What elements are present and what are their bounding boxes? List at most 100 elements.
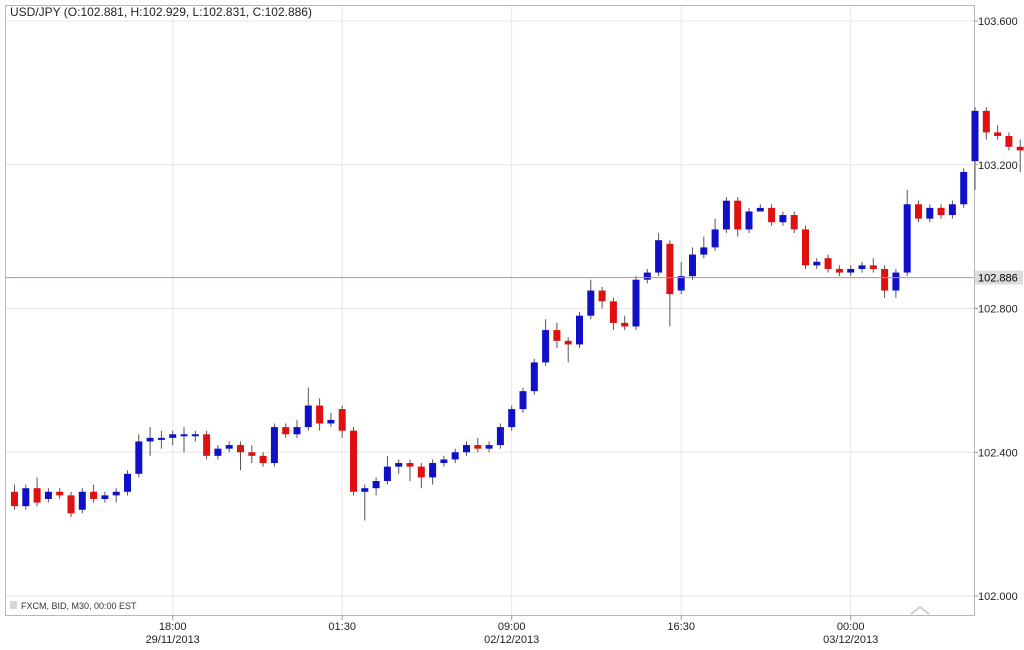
- candle: [406, 459, 414, 481]
- candle: [711, 218, 719, 251]
- candle-body: [869, 265, 877, 269]
- candle: [824, 254, 832, 273]
- candle: [112, 488, 120, 503]
- candle-body: [44, 491, 52, 499]
- candle: [350, 427, 357, 496]
- candle: [395, 459, 403, 474]
- candle-body: [655, 240, 663, 273]
- candle: [892, 268, 900, 298]
- candle: [11, 484, 18, 510]
- candle-body: [621, 322, 629, 327]
- candle: [146, 427, 154, 456]
- candle: [259, 452, 267, 467]
- candle: [135, 434, 143, 478]
- candle-body: [225, 445, 233, 449]
- candle: [779, 211, 787, 226]
- candle-body: [802, 229, 809, 266]
- candle-body: [1005, 136, 1013, 147]
- candle-body: [191, 434, 199, 437]
- candle: [214, 445, 222, 460]
- candle-body: [689, 254, 696, 277]
- candle: [655, 233, 663, 277]
- candle: [203, 430, 211, 460]
- x-date-label: 03/12/2013: [823, 634, 878, 645]
- candle: [67, 491, 75, 517]
- plot-frame: [5, 5, 975, 616]
- candle-body: [530, 362, 538, 392]
- candle: [304, 387, 312, 431]
- candle-body: [790, 215, 798, 230]
- candle: [338, 405, 346, 438]
- candle-body: [745, 211, 753, 230]
- candle: [56, 488, 64, 499]
- candle-body: [1016, 146, 1024, 151]
- candle-body: [417, 466, 425, 478]
- candle: [756, 204, 764, 212]
- candle: [745, 207, 753, 234]
- candle: [948, 200, 956, 219]
- candle-body: [124, 473, 131, 492]
- candle: [383, 455, 391, 485]
- candle-body: [112, 491, 120, 496]
- candle: [587, 279, 595, 320]
- candle: [496, 423, 504, 449]
- candle: [858, 261, 866, 273]
- candle-body: [632, 279, 640, 327]
- candle-body: [711, 229, 719, 248]
- candle: [316, 398, 324, 431]
- candle: [33, 477, 41, 507]
- source-label: FXCM, BID, M30, 00:00 EST: [10, 601, 137, 611]
- x-tick-label: 01:30: [328, 621, 356, 633]
- x-tick-label: 16:30: [667, 621, 695, 633]
- candle: [632, 276, 640, 331]
- candle-body: [542, 330, 550, 363]
- candle-body: [519, 391, 527, 410]
- candle: [124, 470, 131, 496]
- candle-body: [440, 459, 448, 464]
- candle-body: [56, 491, 64, 496]
- candle-body: [282, 427, 290, 435]
- candle: [293, 419, 301, 438]
- candle: [270, 423, 278, 467]
- candle-body: [22, 488, 30, 507]
- candle-body: [948, 204, 956, 216]
- candle: [417, 463, 425, 489]
- candle: [835, 265, 843, 277]
- candle-body: [248, 452, 256, 456]
- candle-body: [892, 272, 900, 291]
- candle-body: [598, 290, 606, 302]
- candle-body: [372, 481, 380, 489]
- candle-body: [33, 488, 41, 503]
- x-tick-label: 09:00: [498, 621, 526, 633]
- x-date-label: 02/12/2013: [484, 634, 539, 645]
- candle: [22, 484, 30, 510]
- candle-body: [915, 204, 922, 219]
- candle: [609, 297, 617, 331]
- candle: [474, 437, 482, 453]
- candle: [734, 197, 742, 237]
- candle: [78, 488, 86, 514]
- source-text: FXCM, BID, M30, 00:00 EST: [21, 601, 137, 611]
- candle: [485, 441, 493, 453]
- candle-body: [429, 463, 437, 478]
- candle: [157, 430, 165, 449]
- candle-body: [101, 495, 109, 499]
- candle-body: [180, 434, 188, 437]
- y-tick-label: 102.800: [978, 304, 1018, 316]
- source-icon: [10, 601, 17, 609]
- candle-body: [169, 434, 177, 438]
- candle-body: [666, 243, 674, 295]
- candle: [790, 211, 798, 234]
- candle: [451, 448, 459, 464]
- chart-symbol-title: USD/JPY (O:102.881, H:102.929, L:102.831…: [10, 5, 312, 19]
- chevron-up-icon[interactable]: [910, 605, 930, 615]
- candle-body: [768, 207, 776, 223]
- candle: [429, 459, 437, 485]
- candle: [802, 225, 809, 269]
- candle-body: [395, 463, 403, 467]
- candle: [553, 322, 561, 349]
- candle-body: [700, 247, 708, 255]
- candle: [372, 477, 380, 496]
- x-tick-label: 18:00: [159, 621, 187, 633]
